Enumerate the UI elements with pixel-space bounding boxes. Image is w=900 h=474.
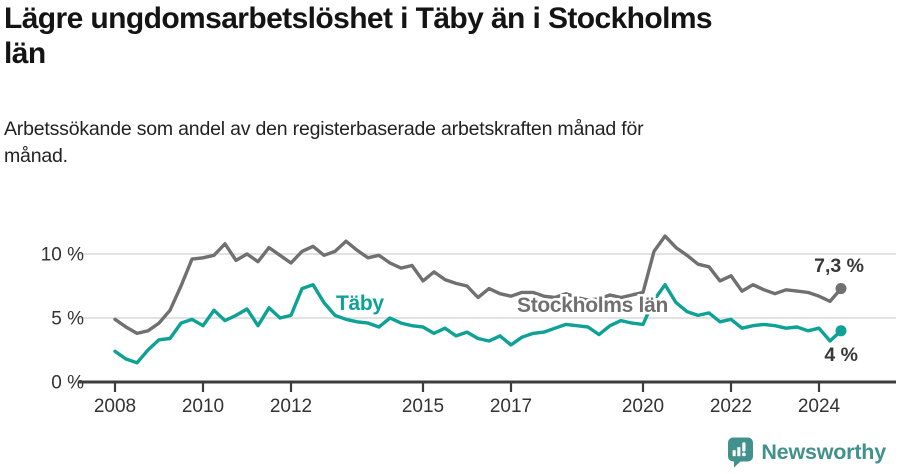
series-label-1: Täby — [336, 292, 384, 315]
title-line-2: län — [4, 36, 46, 70]
newsworthy-logo[interactable]: Newsworthy — [727, 436, 886, 468]
page-title: Lägre ungdomsarbetslöshet i Täby än i St… — [4, 2, 894, 71]
x-tick-label-2024: 2024 — [798, 396, 841, 417]
series-line-0 — [113, 234, 843, 336]
y-tick-label-5: 5 % — [51, 309, 84, 330]
x-tick-label-2012: 2012 — [270, 396, 312, 417]
series-line-1 — [113, 282, 843, 365]
y-tick-label-0: 0 % — [51, 373, 84, 394]
x-tick-label-2010: 2010 — [182, 396, 224, 417]
end-value-label-0: 7,3 % — [814, 255, 864, 277]
newsworthy-bubble-icon — [728, 437, 754, 467]
chart-subtitle: Arbetssökande som andel av den registerb… — [4, 116, 864, 171]
bar-icon-medium — [737, 446, 741, 456]
x-tick-label-2015: 2015 — [402, 396, 444, 417]
title-line-1: Lägre ungdomsarbetslöshet i Täby än i St… — [4, 2, 713, 35]
bar-icon-small — [732, 449, 737, 456]
series-end-dot-1 — [835, 325, 847, 337]
x-tick-label-2008: 2008 — [94, 396, 136, 417]
brand-name: Newsworthy — [761, 439, 886, 464]
line-chart: 0 % 5 % 10 % 2008 2010 2012 2015 2017 2020 2022 20… — [0, 220, 900, 425]
x-tick-label-2022: 2022 — [710, 396, 752, 417]
series-end-dot-0 — [835, 283, 847, 295]
x-tick-label-2017: 2017 — [490, 396, 532, 417]
exclamation-dot — [742, 452, 747, 456]
end-value-label-1: 4 % — [824, 344, 858, 366]
subtitle-line-1: Arbetssökande som andel av den registerb… — [4, 118, 644, 140]
exclamation-icon — [742, 441, 746, 451]
x-tick-label-2020: 2020 — [622, 396, 664, 417]
unemployment-line-chart: 0 % 5 % 10 % 2008 2010 2012 2015 2017 2020 2022 20… — [41, 234, 896, 417]
series-label-0: Stockholms län — [517, 294, 668, 317]
subtitle-line-2: månad. — [4, 145, 68, 168]
y-tick-label-10: 10 % — [41, 245, 84, 266]
